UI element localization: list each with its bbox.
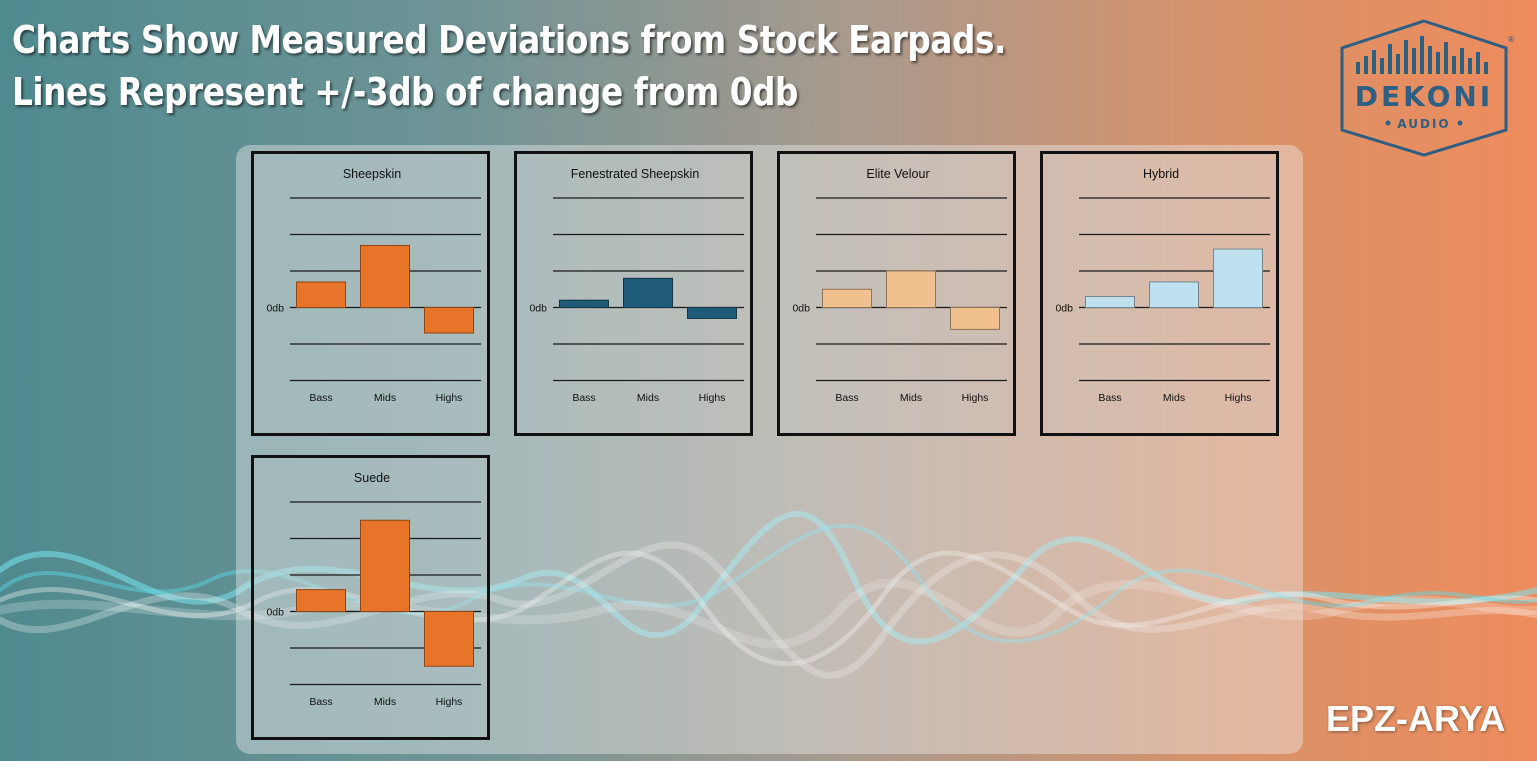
headline: Charts Show Measured Deviations from Sto… <box>12 14 1006 118</box>
bar-mids <box>360 519 410 612</box>
category-label: Bass <box>835 392 858 404</box>
category-label: Highs <box>1225 392 1252 404</box>
logo-sub-text: AUDIO <box>1397 117 1450 131</box>
category-label: Highs <box>962 392 989 404</box>
category-label: Bass <box>1098 392 1121 404</box>
chart-hybrid: Hybrid 0db Bass Mids Highs <box>1040 151 1279 436</box>
bar-mids <box>1149 281 1199 308</box>
category-label: Bass <box>309 392 332 404</box>
headline-line-1: Charts Show Measured Deviations from Sto… <box>12 18 1006 62</box>
category-label: Mids <box>374 392 396 404</box>
chart-title: Elite Velour <box>866 167 929 181</box>
bar-bass <box>296 281 346 308</box>
chart-sheepskin: Sheepskin 0db Bass Mids Highs <box>251 151 490 436</box>
category-label: Mids <box>1163 392 1185 404</box>
dekoni-audio-logo: DEKONI AUDIO ® <box>1340 19 1514 157</box>
chart-fenestrated-sheepskin: Fenestrated Sheepskin 0db Bass Mids Highs <box>514 151 753 436</box>
bar-mids <box>360 244 410 308</box>
headline-line-2: Lines Represent +/-3db of change from 0d… <box>12 70 798 114</box>
category-label: Bass <box>309 696 332 708</box>
bar-bass <box>822 288 872 308</box>
zero-axis-label: 0db <box>529 303 547 315</box>
bar-highs <box>424 611 474 667</box>
category-label: Highs <box>436 696 463 708</box>
chart-title: Suede <box>354 471 390 485</box>
chart-title: Fenestrated Sheepskin <box>571 167 700 181</box>
category-label: Highs <box>699 392 726 404</box>
equalizer-icon <box>1356 36 1488 74</box>
bar-highs <box>424 307 474 334</box>
category-label: Mids <box>374 696 396 708</box>
bar-mids <box>886 270 936 308</box>
bar-bass <box>1085 296 1135 309</box>
charts-panel <box>236 145 1303 754</box>
chart-elite-velour: Elite Velour 0db Bass Mids Highs <box>777 151 1016 436</box>
category-label: Mids <box>900 392 922 404</box>
bar-highs <box>1213 248 1263 308</box>
product-name: EPZ-ARYA <box>1326 698 1506 739</box>
registered-mark: ® <box>1507 35 1514 44</box>
zero-axis-label: 0db <box>1055 303 1073 315</box>
zero-axis-label: 0db <box>266 607 284 619</box>
category-label: Bass <box>572 392 595 404</box>
category-label: Mids <box>637 392 659 404</box>
bar-bass <box>559 299 609 308</box>
chart-title: Sheepskin <box>343 167 401 181</box>
chart-title: Hybrid <box>1143 167 1179 181</box>
zero-axis-label: 0db <box>266 303 284 315</box>
bar-highs <box>687 307 737 319</box>
bar-mids <box>623 277 673 309</box>
zero-axis-label: 0db <box>792 303 810 315</box>
category-label: Highs <box>436 392 463 404</box>
bar-bass <box>296 589 346 613</box>
chart-suede: Suede 0db Bass Mids Highs <box>251 455 490 740</box>
bar-highs <box>950 307 1000 330</box>
logo-main-text: DEKONI <box>1355 80 1493 113</box>
